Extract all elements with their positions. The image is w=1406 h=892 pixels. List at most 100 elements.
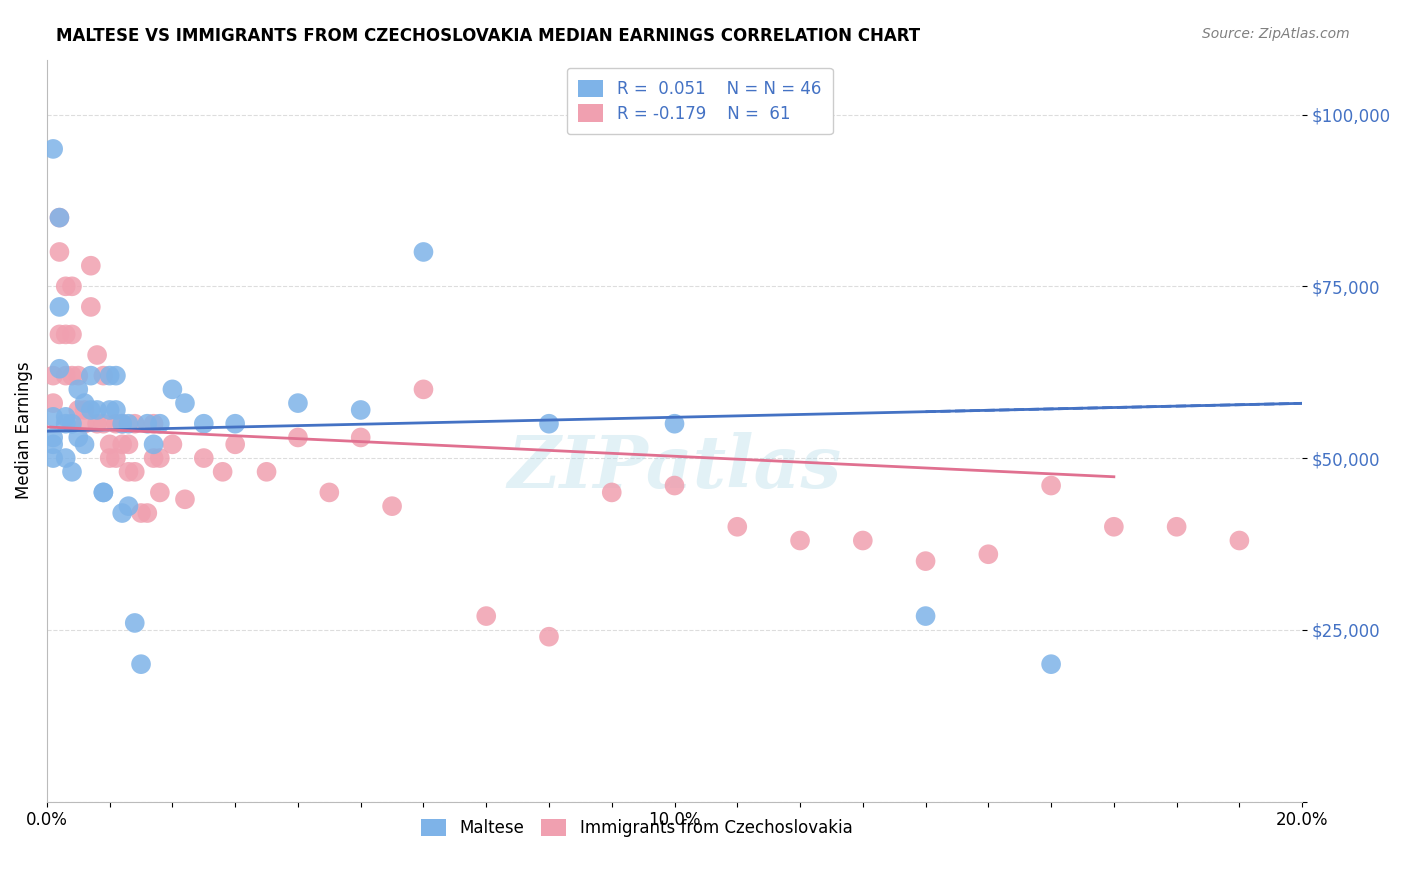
Point xyxy=(124,615,146,630)
Point xyxy=(149,485,172,500)
Point xyxy=(42,368,65,383)
Point xyxy=(318,485,340,500)
Point xyxy=(412,244,434,259)
Point xyxy=(42,430,65,444)
Y-axis label: Median Earnings: Median Earnings xyxy=(15,362,32,500)
Point xyxy=(67,383,90,397)
Point xyxy=(48,211,70,225)
Point xyxy=(104,451,127,466)
Point xyxy=(60,279,83,293)
Point xyxy=(55,368,77,383)
Point xyxy=(98,437,121,451)
Point xyxy=(67,368,90,383)
Point xyxy=(725,520,748,534)
Point xyxy=(55,279,77,293)
Point xyxy=(93,485,115,500)
Point xyxy=(1040,657,1063,672)
Point xyxy=(67,403,90,417)
Point xyxy=(162,437,184,451)
Point xyxy=(287,430,309,444)
Point xyxy=(129,506,152,520)
Point xyxy=(67,430,90,444)
Point xyxy=(104,417,127,431)
Point xyxy=(381,499,404,513)
Point xyxy=(412,383,434,397)
Point xyxy=(136,506,159,520)
Point xyxy=(224,417,246,431)
Point xyxy=(60,368,83,383)
Point xyxy=(789,533,811,548)
Point xyxy=(80,300,103,314)
Point xyxy=(93,368,115,383)
Point xyxy=(224,437,246,451)
Point xyxy=(42,437,65,451)
Point xyxy=(55,327,77,342)
Point xyxy=(55,409,77,424)
Point xyxy=(55,451,77,466)
Point xyxy=(98,403,121,417)
Point xyxy=(80,403,103,417)
Point xyxy=(256,465,278,479)
Point xyxy=(664,417,686,431)
Point xyxy=(73,437,96,451)
Point xyxy=(104,368,127,383)
Point xyxy=(1166,520,1188,534)
Point xyxy=(111,506,134,520)
Point xyxy=(1040,478,1063,492)
Point xyxy=(60,465,83,479)
Point xyxy=(977,547,1000,561)
Point xyxy=(1102,520,1125,534)
Point xyxy=(142,451,165,466)
Point xyxy=(111,417,134,431)
Point xyxy=(136,417,159,431)
Point xyxy=(73,417,96,431)
Point xyxy=(60,417,83,431)
Text: ZIPatlas: ZIPatlas xyxy=(508,433,842,503)
Point xyxy=(914,609,936,624)
Point xyxy=(174,492,197,507)
Point xyxy=(73,396,96,410)
Point xyxy=(48,244,70,259)
Point xyxy=(86,417,108,431)
Point xyxy=(48,361,70,376)
Point xyxy=(537,417,560,431)
Point xyxy=(537,630,560,644)
Point xyxy=(42,409,65,424)
Point xyxy=(98,451,121,466)
Legend: Maltese, Immigrants from Czechoslovakia: Maltese, Immigrants from Czechoslovakia xyxy=(413,810,860,846)
Point xyxy=(93,417,115,431)
Point xyxy=(111,417,134,431)
Point xyxy=(914,554,936,568)
Point xyxy=(48,327,70,342)
Point xyxy=(117,437,139,451)
Point xyxy=(117,499,139,513)
Point xyxy=(98,368,121,383)
Point xyxy=(48,211,70,225)
Point xyxy=(124,465,146,479)
Point xyxy=(129,657,152,672)
Point xyxy=(48,300,70,314)
Point xyxy=(142,417,165,431)
Point xyxy=(86,403,108,417)
Point xyxy=(475,609,498,624)
Point xyxy=(80,368,103,383)
Point xyxy=(664,478,686,492)
Text: Source: ZipAtlas.com: Source: ZipAtlas.com xyxy=(1202,27,1350,41)
Point xyxy=(117,417,139,431)
Point xyxy=(42,396,65,410)
Point xyxy=(42,451,65,466)
Point xyxy=(350,430,373,444)
Point xyxy=(60,327,83,342)
Point xyxy=(1229,533,1251,548)
Point xyxy=(149,417,172,431)
Point xyxy=(142,437,165,451)
Point xyxy=(287,396,309,410)
Text: MALTESE VS IMMIGRANTS FROM CZECHOSLOVAKIA MEDIAN EARNINGS CORRELATION CHART: MALTESE VS IMMIGRANTS FROM CZECHOSLOVAKI… xyxy=(56,27,921,45)
Point xyxy=(211,465,233,479)
Point xyxy=(600,485,623,500)
Point xyxy=(193,417,215,431)
Point xyxy=(111,437,134,451)
Point xyxy=(162,383,184,397)
Point xyxy=(852,533,875,548)
Point xyxy=(55,417,77,431)
